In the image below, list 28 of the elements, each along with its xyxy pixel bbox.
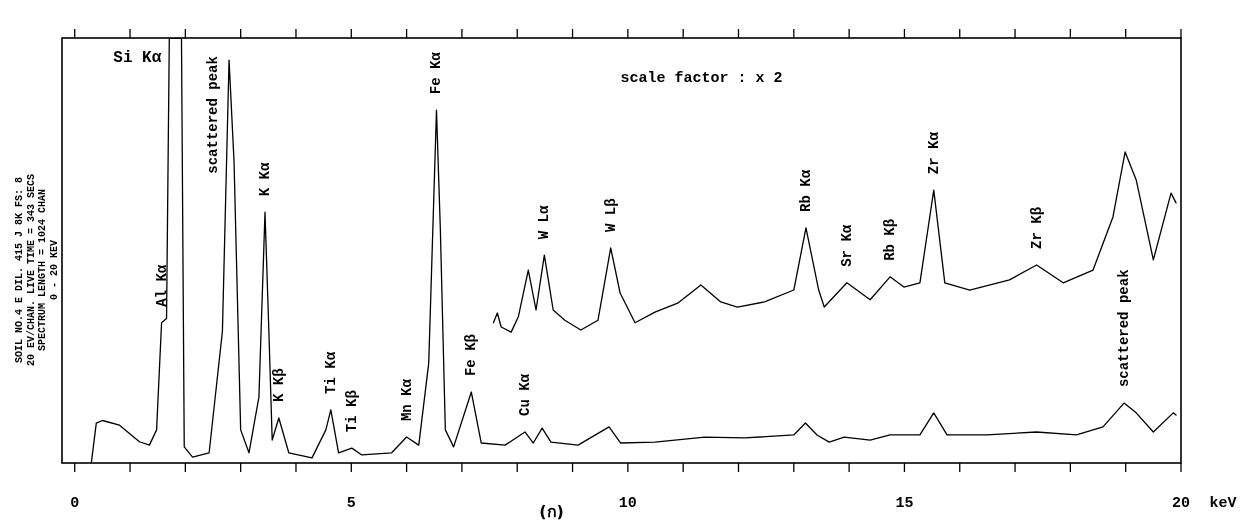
text: SOIL NO.4 E DIL. 415 J 8K FS: 8 20 EV/CHAN. LIVE TIME = 343 SECS SPECTRUM LENGTH = 1024 CHAN 0 - 20 KEV (14, 173, 60, 367)
annotation: Cu Kα (516, 373, 533, 416)
x-tick-label: 0 (70, 495, 80, 512)
text: (ก) (539, 502, 564, 521)
annotation: W Lβ (602, 198, 619, 232)
annotation: Sr Kα (838, 224, 855, 267)
annotation: scattered peak (205, 56, 222, 174)
annotation: Fe Kα (428, 51, 445, 95)
annotation: Zr Kβ (1028, 206, 1045, 249)
annotation: Al Kα (153, 264, 170, 307)
annotation: Mn Kα (398, 378, 415, 422)
x-tick-label: 10 (618, 495, 637, 512)
annotation: W Lα (536, 204, 553, 240)
x-tick-label: 5 (346, 495, 356, 512)
annotation: Si Kα (113, 49, 162, 67)
annotation: scattered peak (1116, 269, 1133, 388)
x-tick-label: 20 (1171, 495, 1191, 512)
annotation: Ti Kβ (343, 390, 360, 433)
annotation: Fe Kβ (463, 334, 480, 377)
annotation: K Kβ (270, 368, 287, 402)
annotation: Rb Kβ (882, 218, 899, 261)
x-axis-title: keV (1209, 495, 1237, 512)
x-tick-label: 15 (895, 495, 914, 512)
annotation: K Kα (257, 162, 273, 197)
annotation: Zr Kα (925, 131, 942, 175)
annotation: scale factor : x 2 (620, 70, 783, 87)
annotation: Ti Kα (322, 351, 339, 394)
annotation: Rb Kα (797, 169, 814, 212)
